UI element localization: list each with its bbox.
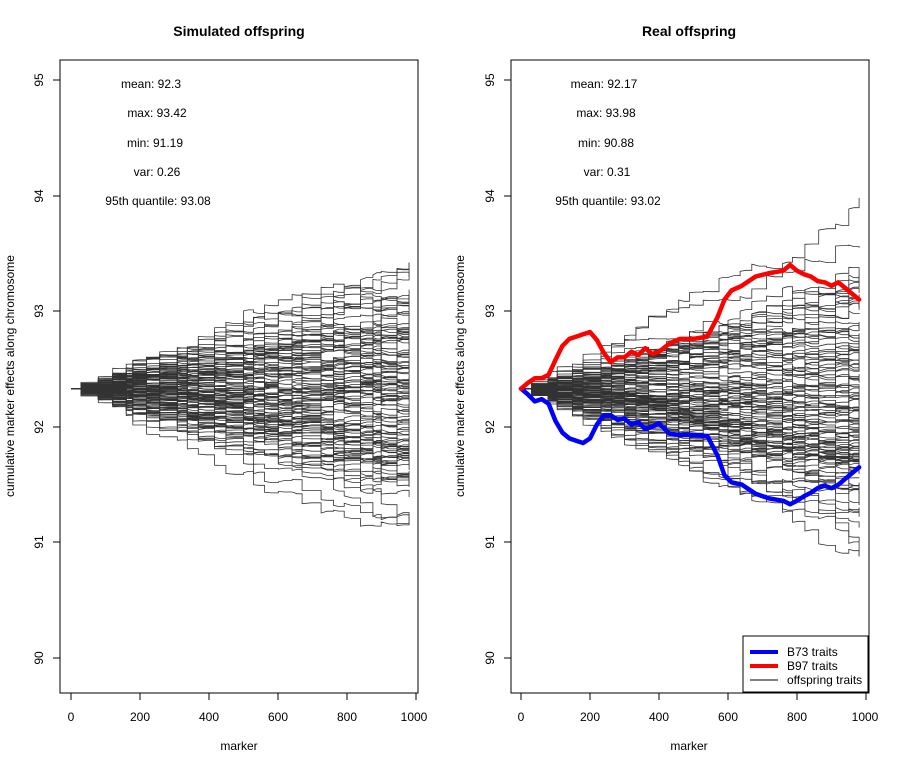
offspring-line — [71, 388, 410, 497]
offspring-line — [521, 296, 860, 390]
x-tick-label: 400 — [199, 710, 219, 724]
stat-q95: 95th quantile: 93.02 — [555, 194, 661, 208]
offspring-line — [71, 388, 410, 448]
x-tick-label: 0 — [68, 710, 75, 724]
offspring-line — [71, 298, 410, 390]
offspring-line — [521, 337, 860, 390]
x-tick-label: 1000 — [401, 710, 428, 724]
x-tick-label: 200 — [580, 710, 600, 724]
legend-label-b73: B73 traits — [787, 645, 838, 659]
stat-max: max: 93.42 — [127, 106, 187, 120]
panel-simulated-offspring: Simulated offspring mean: 92.3 max: 93.4… — [3, 23, 428, 753]
y-tick-label: 92 — [32, 420, 46, 434]
y-tick-label: 94 — [32, 189, 46, 203]
x-axis: 0 200 400 600 800 1000 marker — [518, 692, 879, 753]
chart-title: Simulated offspring — [173, 23, 304, 39]
stats-block: mean: 92.3 max: 93.42 min: 91.19 var: 0.… — [105, 77, 211, 208]
offspring-line — [521, 388, 860, 469]
stat-mean: mean: 92.3 — [121, 77, 181, 91]
offspring-line — [71, 388, 410, 521]
stat-var: var: 0.26 — [134, 165, 181, 179]
highlight-lines — [518, 262, 862, 507]
offspring-line — [71, 388, 410, 462]
offspring-line — [71, 388, 410, 527]
offspring-line — [71, 388, 410, 439]
y-tick-label: 95 — [483, 73, 497, 87]
x-axis-label: marker — [670, 739, 707, 753]
offspring-line — [521, 328, 860, 390]
x-tick-label: 600 — [268, 710, 288, 724]
offspring-line — [521, 388, 860, 557]
offspring-line — [521, 388, 860, 477]
offspring-lines — [521, 197, 860, 557]
x-axis-label: marker — [220, 739, 257, 753]
stat-q95: 95th quantile: 93.08 — [105, 194, 211, 208]
panel-real-offspring: Real offspring mean: 92.17 max: 93.98 mi… — [453, 23, 879, 753]
offspring-line — [521, 375, 860, 397]
stats-block: mean: 92.17 max: 93.98 min: 90.88 var: 0… — [555, 77, 661, 208]
y-tick-label: 91 — [483, 535, 497, 549]
offspring-line — [71, 376, 410, 408]
offspring-line — [71, 313, 410, 390]
legend-label-offspring: offspring traits — [787, 673, 862, 687]
offspring-line — [71, 331, 410, 390]
y-axis: 90 91 92 93 94 95 cumulative marker effe… — [3, 73, 61, 665]
offspring-line — [71, 362, 410, 390]
stat-min: min: 90.88 — [578, 136, 634, 150]
x-tick-label: 600 — [718, 710, 738, 724]
y-tick-label: 93 — [32, 304, 46, 318]
offspring-lines — [71, 262, 410, 527]
offspring-line — [521, 388, 860, 419]
series-line-b97-traits — [518, 262, 862, 391]
stat-min: min: 91.19 — [127, 136, 183, 150]
y-tick-label: 91 — [32, 535, 46, 549]
x-tick-label: 0 — [518, 710, 525, 724]
y-tick-label: 93 — [483, 304, 497, 318]
x-tick-label: 800 — [337, 710, 357, 724]
x-tick-label: 1000 — [852, 710, 879, 724]
offspring-line — [521, 388, 860, 426]
x-tick-label: 800 — [787, 710, 807, 724]
offspring-line — [521, 244, 860, 390]
offspring-line — [71, 388, 410, 525]
y-tick-label: 95 — [32, 73, 46, 87]
stat-max: max: 93.98 — [576, 106, 636, 120]
offspring-line — [521, 388, 860, 517]
offspring-line — [521, 197, 860, 390]
y-tick-label: 94 — [483, 189, 497, 203]
y-axis-label: cumulative marker effects along chromoso… — [3, 255, 17, 497]
y-axis: 90 91 92 93 94 95 cumulative marker effe… — [453, 73, 512, 665]
x-axis: 0 200 400 600 800 1000 marker — [68, 692, 428, 753]
x-tick-label: 200 — [130, 710, 150, 724]
x-tick-label: 400 — [649, 710, 669, 724]
chart-title: Real offspring — [642, 23, 736, 39]
offspring-line — [71, 388, 410, 444]
offspring-line — [521, 300, 860, 390]
offspring-line — [521, 302, 860, 390]
y-axis-label: cumulative marker effects along chromoso… — [453, 255, 467, 497]
stat-var: var: 0.31 — [584, 165, 631, 179]
legend-label-b97: B97 traits — [787, 659, 838, 673]
y-tick-label: 90 — [32, 651, 46, 665]
y-tick-label: 90 — [483, 651, 497, 665]
stat-mean: mean: 92.17 — [571, 77, 638, 91]
y-tick-label: 92 — [483, 420, 497, 434]
offspring-line — [521, 388, 860, 459]
offspring-line — [71, 387, 410, 462]
series-line-b73-traits — [518, 386, 862, 507]
offspring-line — [71, 388, 410, 480]
legend: B73 traits B97 traits offspring traits — [742, 635, 869, 693]
